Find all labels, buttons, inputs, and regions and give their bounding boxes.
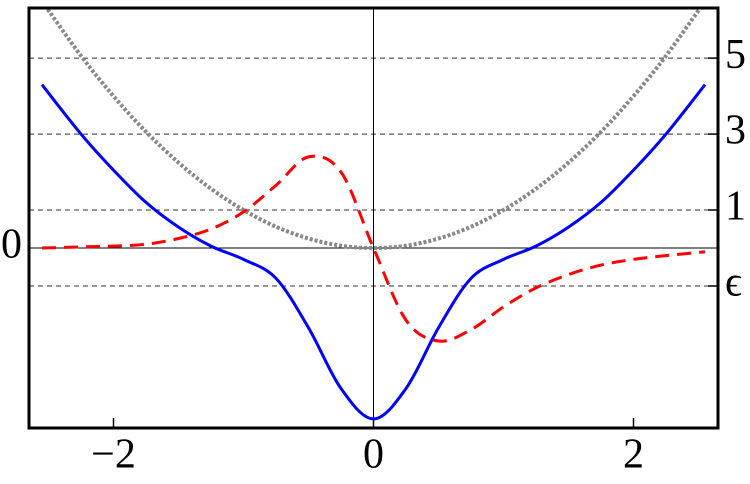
y2-tick-label: 1 [725,184,746,230]
y2-tick-label: 5 [725,32,746,78]
line-series [44,8,703,251]
y-tick-label: 0 [1,222,22,268]
plot-area [40,8,707,421]
x-tick-label: −2 [91,432,136,478]
x-tick-label: 2 [623,432,644,478]
plot-frame [27,6,720,430]
x-tick-label: 0 [363,432,384,478]
y2-tick-label: ϵ [725,260,742,306]
y2-tick-label: 3 [725,108,746,154]
line-series [41,154,706,343]
line-series [40,83,707,421]
